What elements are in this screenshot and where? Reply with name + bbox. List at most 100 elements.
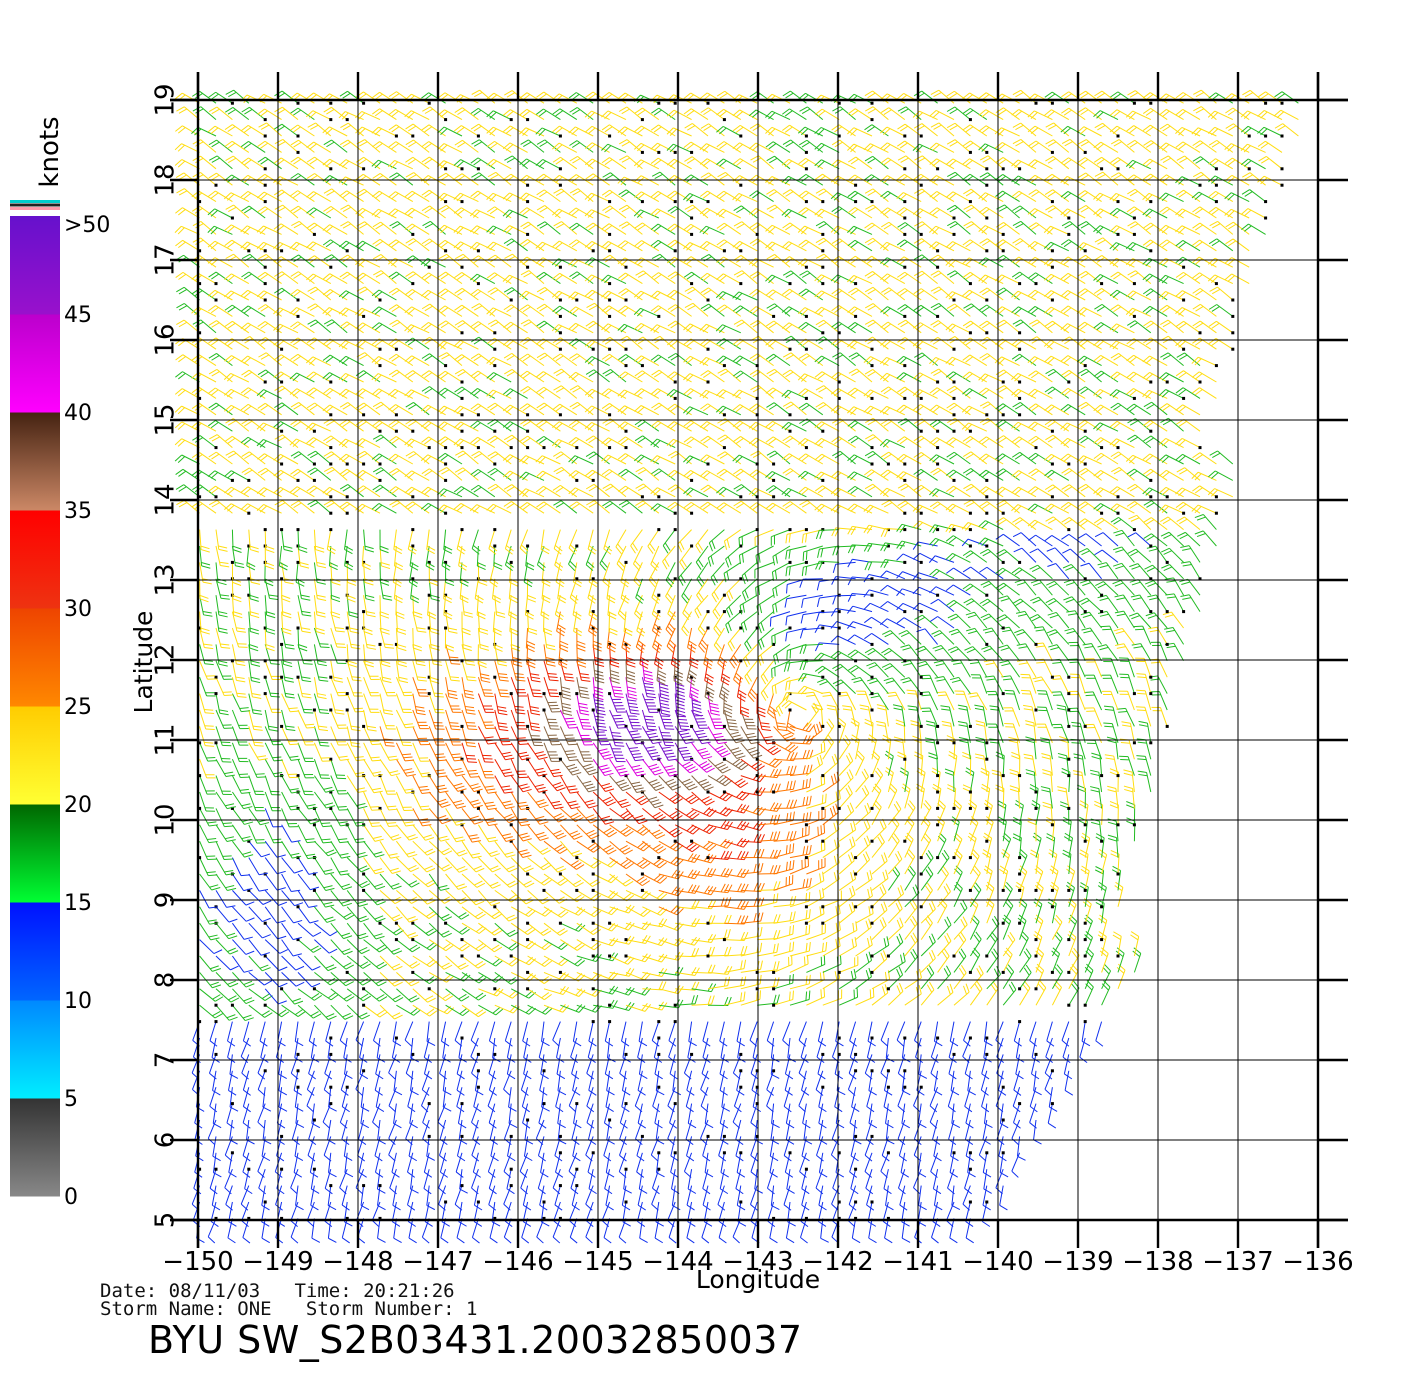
wind-barb [359,1037,368,1063]
rain-flag-marker [821,265,825,269]
wind-barb [587,1152,596,1178]
wind-barb [437,370,463,383]
wind-barb [527,939,553,951]
wind-barb [997,816,1007,842]
rain-flag-marker [903,560,907,564]
wind-barb [428,873,450,891]
rain-flag-marker [394,429,398,433]
wind-barb [322,372,348,383]
wind-barb [313,857,335,875]
wind-barb [388,1087,397,1113]
wind-barb [1009,785,1021,809]
wind-barb [784,1054,794,1080]
wind-barb [855,835,871,858]
wind-barb [488,1103,497,1129]
wind-barb [593,952,619,962]
wind-barb [1095,581,1119,596]
wind-barb [330,677,348,697]
wind-barb [883,1169,892,1195]
wind-barb [1089,769,1103,793]
wind-barb [885,1037,895,1063]
wind-barb [982,1119,991,1145]
wind-barb [707,545,725,567]
wind-barb [295,1103,305,1128]
wind-barb [305,422,332,432]
rain-flag-marker [1100,167,1104,171]
rain-flag-marker [657,1151,661,1155]
wind-barb [215,676,234,696]
wind-barb [1050,658,1070,678]
wind-barb [981,1201,991,1227]
wind-barb [784,1152,794,1178]
wind-barb [847,576,873,586]
wind-barb [1158,274,1184,285]
rain-flag-marker [985,954,989,958]
wind-barb [215,627,231,649]
rain-flag-marker [903,839,907,843]
wind-barb [363,808,382,827]
wind-barb [884,1218,893,1244]
wind-barb [982,627,1004,645]
wind-barb [773,911,796,924]
rain-flag-marker [854,314,858,318]
wind-barb [540,1152,549,1178]
wind-barb [231,873,253,892]
rain-flag-marker [296,938,300,942]
rain-flag-marker [526,429,530,433]
wind-barb [606,627,617,653]
rain-flag-marker [870,954,874,958]
wind-barb [769,1218,778,1244]
rain-flag-marker [903,610,907,614]
wind-barb [240,124,266,137]
wind-barb [527,873,552,886]
wind-barb [704,1152,714,1178]
rain-flag-marker [608,134,612,138]
rain-flag-marker [1050,462,1054,466]
rain-flag-marker [1034,642,1038,646]
wind-barb [585,1185,594,1211]
wind-barb [1158,486,1184,498]
wind-barb [372,141,397,153]
wind-barb [388,468,414,481]
wind-barb [262,1087,272,1112]
wind-barb [557,1070,567,1096]
wind-barb [1180,545,1201,563]
rain-flag-marker [772,495,776,499]
rain-flag-marker [821,200,825,204]
wind-barb [355,126,381,137]
rain-flag-marker [362,724,366,728]
rain-flag-marker [690,232,694,236]
wind-barb [1159,239,1184,252]
rain-flag-marker [903,528,907,532]
wind-barb [363,840,385,858]
wind-barb [494,791,515,810]
wind-barb [947,270,971,284]
rain-flag-marker [378,1184,382,1188]
wind-barb [363,677,380,697]
wind-barb [445,840,468,857]
rain-flag-marker [509,298,513,302]
rain-flag-marker [558,970,562,974]
wind-barb [609,677,624,698]
rain-flag-marker [394,921,398,925]
wind-barb [1273,109,1299,121]
wind-barb [606,578,616,604]
wind-barb [306,1087,315,1113]
wind-barb [847,420,873,432]
wind-barb [306,1201,315,1228]
rain-flag-marker [280,1216,284,1220]
wind-barb [1123,785,1135,809]
rain-flag-marker [444,249,448,253]
wind-barb [438,1185,447,1211]
wind-barb [212,1152,222,1178]
rain-flag-marker [526,970,530,974]
wind-barb [838,969,857,990]
rain-flag-marker [690,282,694,286]
wind-barb [330,890,352,907]
rain-flag-marker [755,1069,759,1073]
wind-barb [527,988,552,1001]
wind-barb [732,305,758,317]
wind-barb [1078,597,1102,612]
wind-barb [929,616,955,629]
rain-flag-marker [509,839,513,843]
